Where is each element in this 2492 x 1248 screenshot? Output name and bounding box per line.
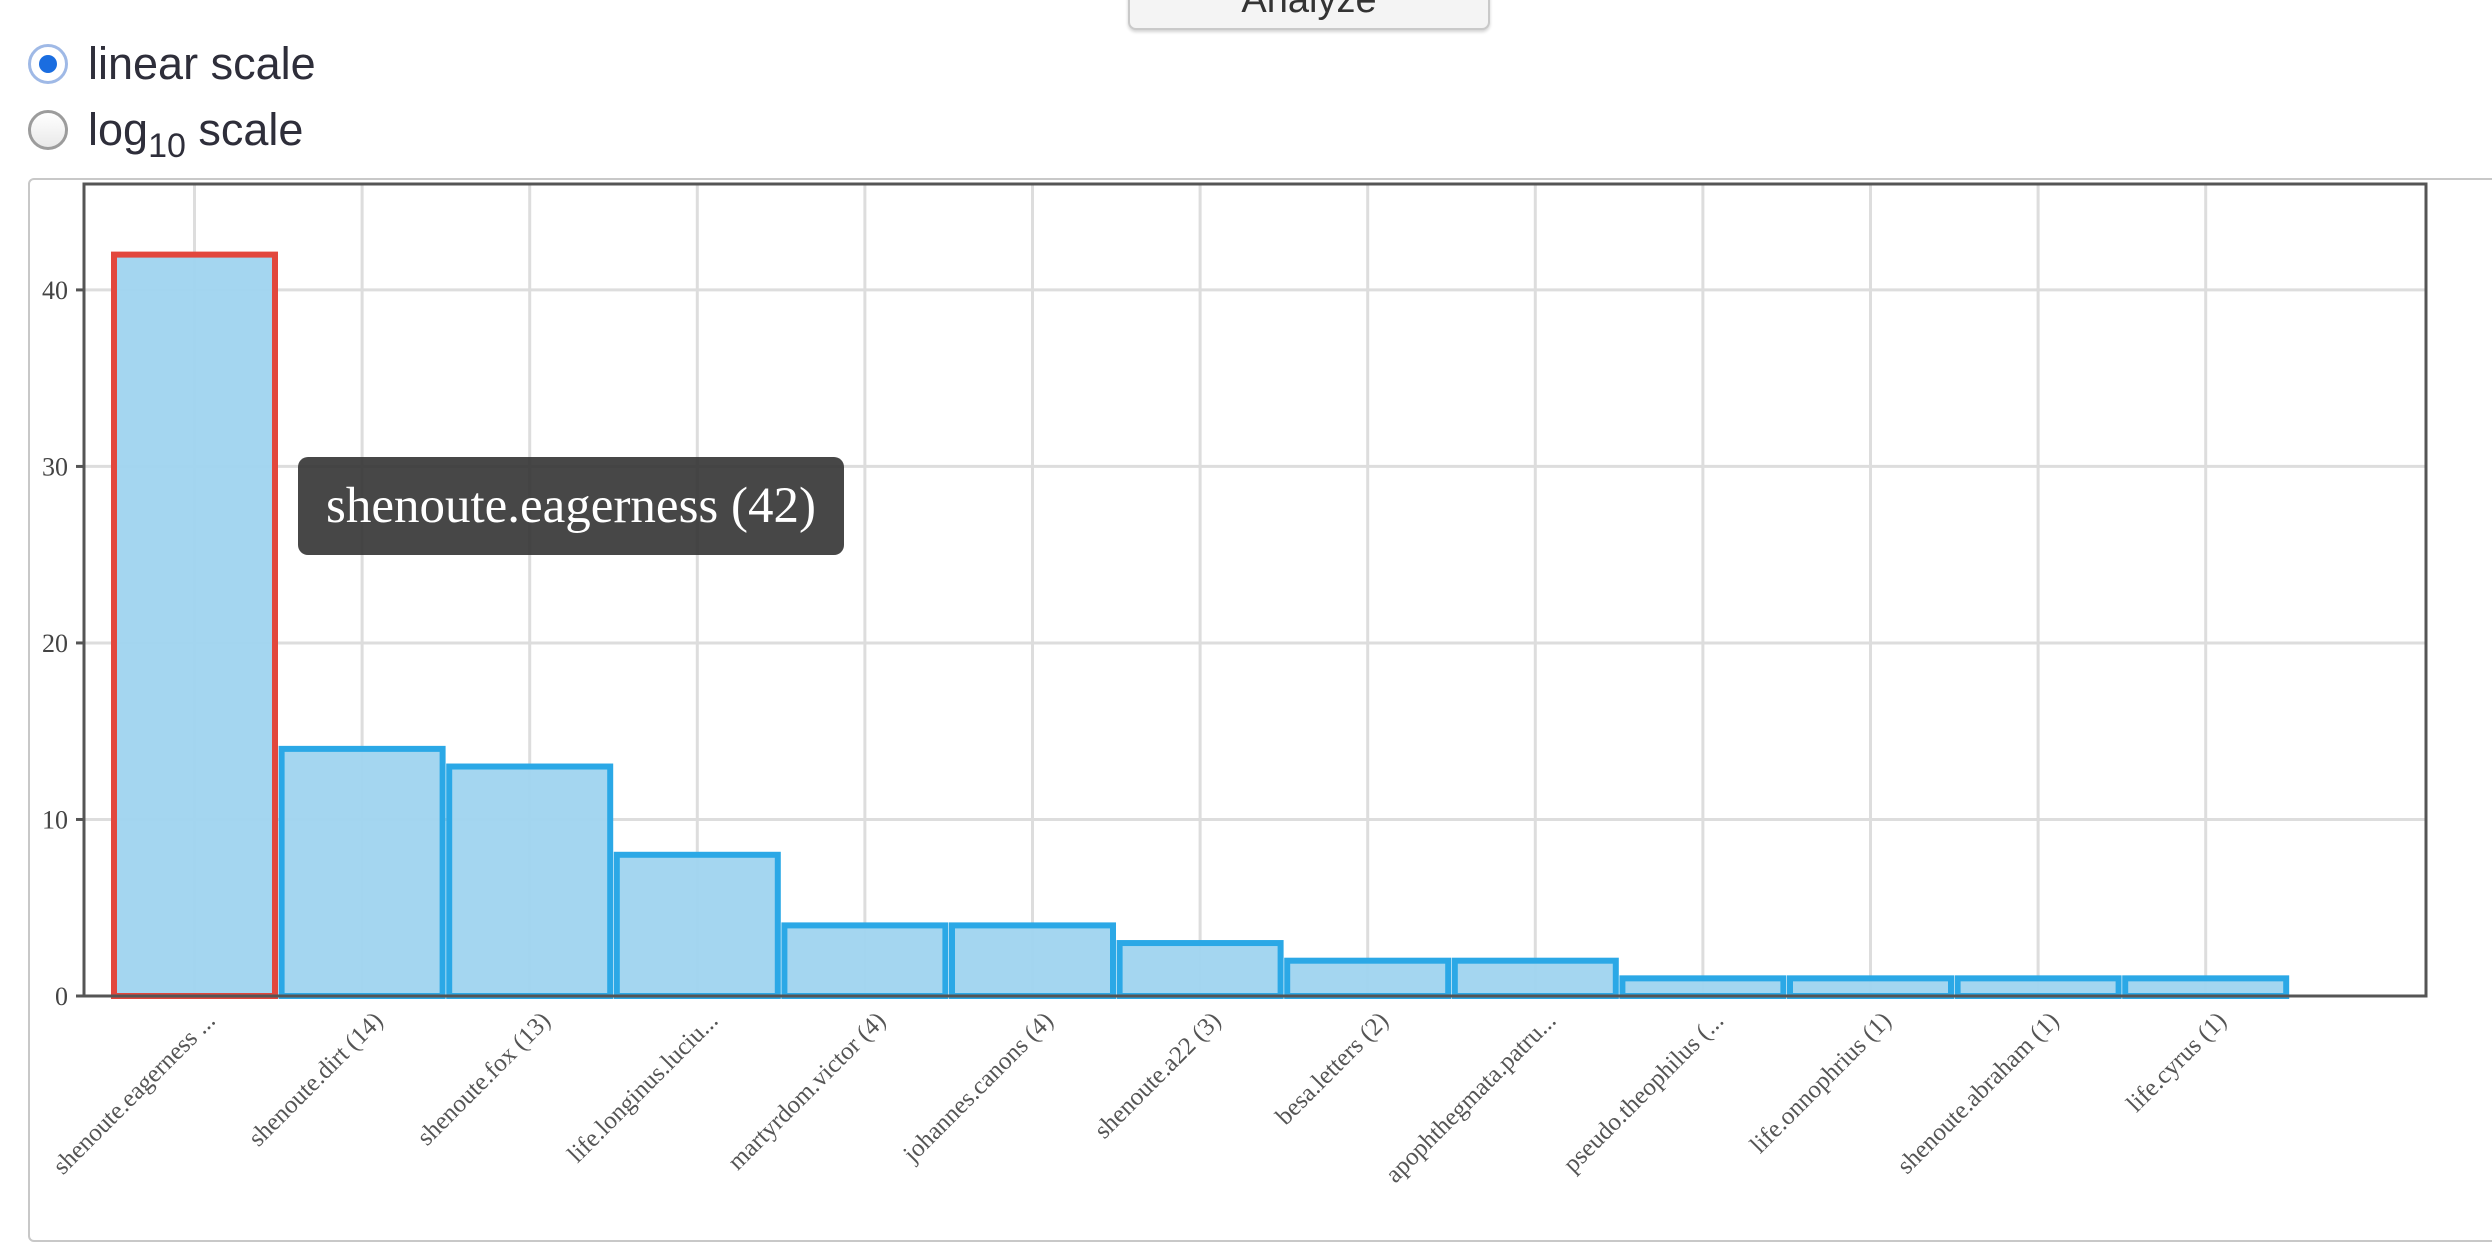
x-tick-label: pseudo.theophilus (... (1558, 1007, 1729, 1178)
x-tick-label: johannes.canons (4) (898, 1007, 1059, 1168)
y-tick-label: 0 (55, 982, 68, 1011)
y-tick-label: 30 (42, 452, 68, 481)
bar-tooltip: shenoute.eagerness (42) (298, 457, 844, 555)
x-tick-label: life.longinus.luciu... (563, 1007, 724, 1168)
log-label-suffix: scale (185, 104, 304, 155)
x-tick-label: shenoute.dirt (14) (244, 1007, 389, 1152)
x-tick-label: life.onnophrius (1) (1745, 1007, 1897, 1159)
x-tick-label: shenoute.abraham (1) (1892, 1007, 2064, 1179)
radio-selected-dot (39, 55, 57, 73)
bar[interactable] (613, 851, 781, 999)
analyze-button[interactable]: Analyze (1128, 0, 1490, 30)
y-tick-label: 20 (42, 629, 68, 658)
x-tick-label: shenoute.fox (13) (412, 1007, 556, 1151)
chart-panel: 0 10 20 30 40 shenoute.eagerness ... shenoute… (28, 178, 2492, 1242)
bar[interactable] (1451, 957, 1619, 1000)
x-tick-label: martyrdom.victor (4) (723, 1007, 891, 1175)
log-scale-radio[interactable] (28, 110, 68, 150)
log-label-base: 10 (148, 127, 186, 165)
y-axis-ticks: 0 10 20 30 40 (42, 276, 84, 1011)
log-scale-option[interactable]: log10 scale (28, 100, 304, 163)
x-tick-label: besa.letters (2) (1271, 1007, 1394, 1130)
log-label-main: log (88, 104, 149, 155)
plot-frame (82, 182, 2428, 998)
bar[interactable] (1619, 975, 1787, 1000)
x-tick-label: shenoute.a22 (3) (1089, 1007, 1226, 1144)
bar[interactable] (278, 745, 446, 999)
bar[interactable] (2122, 975, 2290, 1000)
bar[interactable] (1787, 975, 1954, 1000)
y-tick-label: 40 (42, 276, 68, 305)
x-tick-label: apophthegmata.patru... (1380, 1007, 1561, 1188)
bar[interactable] (1284, 957, 1452, 1000)
bars (111, 251, 2290, 1000)
x-tick-label: life.cyrus (1) (2122, 1007, 2232, 1117)
bar[interactable] (1116, 940, 1284, 999)
linear-scale-label: linear scale (88, 38, 316, 89)
bar[interactable] (111, 251, 278, 999)
bar[interactable] (949, 922, 1116, 999)
x-axis-tick-labels: shenoute.eagerness ... shenoute.dirt (14)… (48, 1007, 2232, 1188)
log-scale-label: log10 scale (88, 104, 304, 163)
linear-scale-option[interactable]: linear scale (28, 34, 316, 94)
bar[interactable] (781, 922, 949, 999)
x-tick-label: shenoute.eagerness ... (48, 1007, 221, 1180)
bar[interactable] (1954, 975, 2122, 1000)
linear-scale-radio[interactable] (28, 44, 68, 84)
bar[interactable] (446, 763, 614, 999)
y-tick-label: 10 (42, 805, 68, 834)
